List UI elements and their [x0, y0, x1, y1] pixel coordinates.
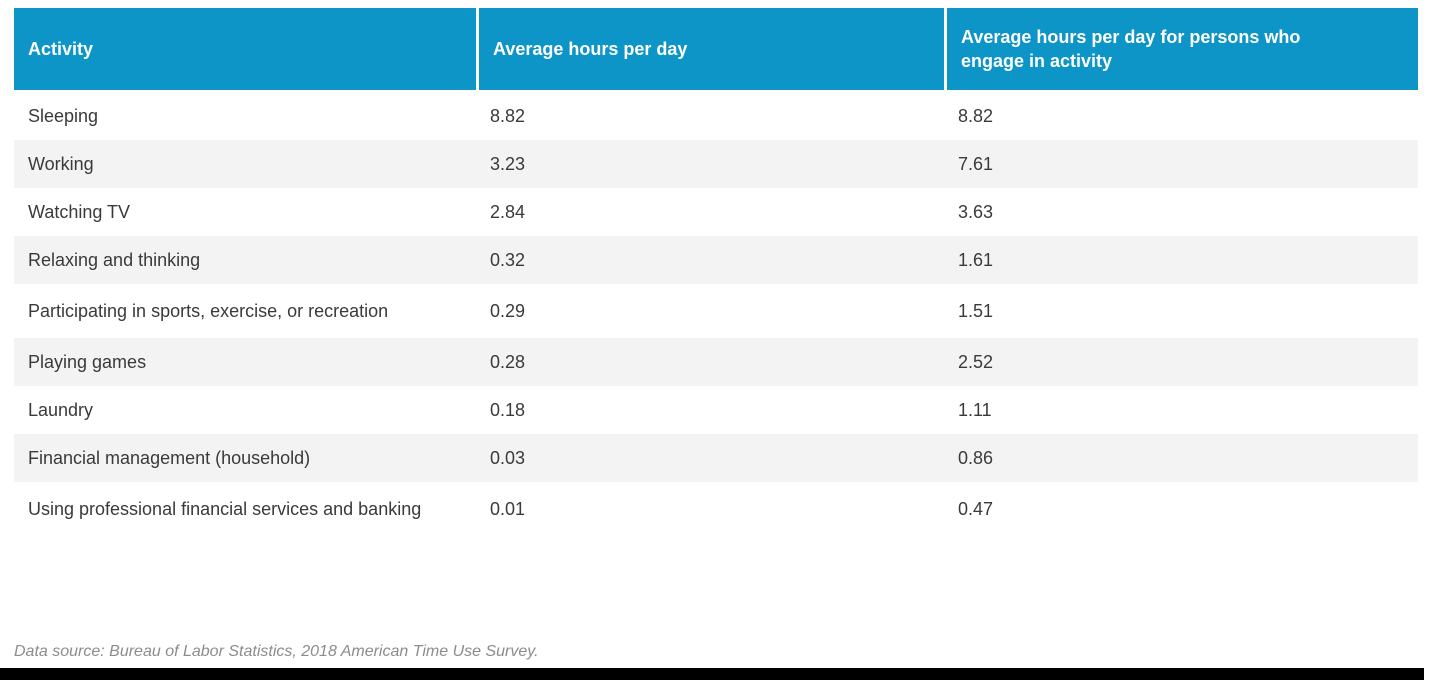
- bottom-divider-bar: [0, 668, 1424, 680]
- avg-hours-cell: 0.03: [476, 434, 944, 482]
- activity-cell: Participating in sports, exercise, or re…: [14, 284, 476, 338]
- column-header-activity-label: Activity: [28, 38, 94, 59]
- avg-hours-cell: 8.82: [476, 92, 944, 140]
- activity-cell: Sleeping: [14, 92, 476, 140]
- time-use-table-container: Activity Average hours per day Average h…: [14, 8, 1418, 536]
- avg-hours-engaged-cell: 1.61: [944, 236, 1418, 284]
- column-header-avg-hours-label: Average hours per day: [493, 38, 688, 59]
- header-row: Activity Average hours per day Average h…: [14, 8, 1418, 92]
- activity-cell: Working: [14, 140, 476, 188]
- avg-hours-engaged-cell: 8.82: [944, 92, 1418, 140]
- activity-cell: Relaxing and thinking: [14, 236, 476, 284]
- table-row: Laundry 0.18 1.11: [14, 386, 1418, 434]
- table-row: Participating in sports, exercise, or re…: [14, 284, 1418, 338]
- table-row: Watching TV 2.84 3.63: [14, 188, 1418, 236]
- avg-hours-engaged-cell: 2.52: [944, 338, 1418, 386]
- avg-hours-cell: 3.23: [476, 140, 944, 188]
- column-header-avg-hours: Average hours per day: [476, 8, 944, 92]
- time-use-table: Activity Average hours per day Average h…: [14, 8, 1418, 536]
- table-row: Working 3.23 7.61: [14, 140, 1418, 188]
- table-row: Financial management (household) 0.03 0.…: [14, 434, 1418, 482]
- avg-hours-engaged-cell: 0.86: [944, 434, 1418, 482]
- activity-cell: Using professional financial services an…: [14, 482, 476, 536]
- activity-cell: Watching TV: [14, 188, 476, 236]
- column-header-avg-hours-engaged-label: Average hours per day for persons who en…: [961, 26, 1301, 71]
- avg-hours-cell: 0.18: [476, 386, 944, 434]
- avg-hours-engaged-cell: 0.47: [944, 482, 1418, 536]
- activity-cell: Playing games: [14, 338, 476, 386]
- activity-cell: Financial management (household): [14, 434, 476, 482]
- avg-hours-cell: 0.28: [476, 338, 944, 386]
- column-header-activity: Activity: [14, 8, 476, 92]
- avg-hours-cell: 0.29: [476, 284, 944, 338]
- avg-hours-cell: 0.01: [476, 482, 944, 536]
- avg-hours-engaged-cell: 7.61: [944, 140, 1418, 188]
- activity-cell: Laundry: [14, 386, 476, 434]
- avg-hours-cell: 0.32: [476, 236, 944, 284]
- table-row: Using professional financial services an…: [14, 482, 1418, 536]
- table-row: Sleeping 8.82 8.82: [14, 92, 1418, 140]
- table-row: Playing games 0.28 2.52: [14, 338, 1418, 386]
- avg-hours-engaged-cell: 1.11: [944, 386, 1418, 434]
- avg-hours-engaged-cell: 3.63: [944, 188, 1418, 236]
- avg-hours-engaged-cell: 1.51: [944, 284, 1418, 338]
- column-header-avg-hours-engaged: Average hours per day for persons who en…: [944, 8, 1418, 92]
- avg-hours-cell: 2.84: [476, 188, 944, 236]
- table-row: Relaxing and thinking 0.32 1.61: [14, 236, 1418, 284]
- data-source-note: Data source: Bureau of Labor Statistics,…: [14, 643, 539, 660]
